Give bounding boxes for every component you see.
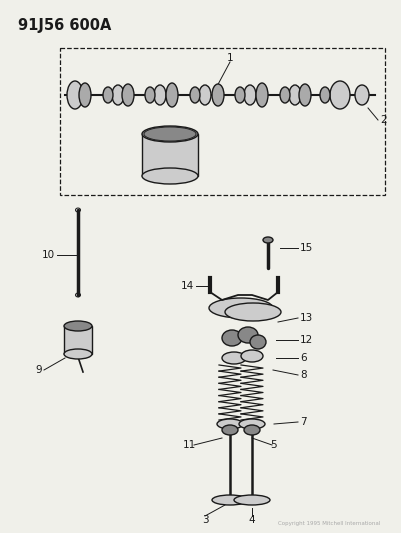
Ellipse shape: [225, 303, 280, 321]
Text: 7: 7: [299, 417, 306, 427]
Ellipse shape: [103, 87, 113, 103]
Ellipse shape: [145, 87, 155, 103]
Ellipse shape: [243, 85, 255, 105]
Ellipse shape: [221, 330, 241, 346]
Text: 2: 2: [379, 115, 386, 125]
Text: 9: 9: [35, 365, 42, 375]
Text: 8: 8: [299, 370, 306, 380]
Ellipse shape: [64, 321, 92, 331]
Ellipse shape: [142, 168, 198, 184]
Text: 3: 3: [201, 515, 208, 525]
Ellipse shape: [354, 85, 368, 105]
Ellipse shape: [243, 425, 259, 435]
Ellipse shape: [166, 83, 178, 107]
Ellipse shape: [75, 293, 80, 297]
Ellipse shape: [64, 349, 92, 359]
Ellipse shape: [122, 84, 134, 106]
Ellipse shape: [241, 350, 262, 362]
Ellipse shape: [209, 298, 272, 318]
Ellipse shape: [319, 87, 329, 103]
Text: 12: 12: [299, 335, 312, 345]
Ellipse shape: [237, 327, 257, 343]
Ellipse shape: [221, 425, 237, 435]
Ellipse shape: [142, 126, 198, 142]
Ellipse shape: [249, 335, 265, 349]
Text: 1: 1: [226, 53, 233, 63]
Ellipse shape: [233, 495, 269, 505]
Text: 91J56 600A: 91J56 600A: [18, 18, 111, 33]
Text: 13: 13: [299, 313, 312, 323]
Text: 5: 5: [269, 440, 276, 450]
Ellipse shape: [67, 81, 83, 109]
Ellipse shape: [112, 85, 124, 105]
Ellipse shape: [221, 352, 245, 364]
Text: 6: 6: [299, 353, 306, 363]
Ellipse shape: [75, 208, 80, 212]
Text: 4: 4: [248, 515, 255, 525]
Text: 11: 11: [182, 440, 196, 450]
Ellipse shape: [288, 85, 300, 105]
Bar: [60, 48, 384, 195]
Ellipse shape: [217, 419, 242, 429]
Ellipse shape: [211, 495, 247, 505]
Ellipse shape: [79, 83, 91, 107]
Ellipse shape: [329, 81, 349, 109]
Bar: [142, 134, 198, 176]
Ellipse shape: [239, 419, 264, 429]
Text: Copyright 1995 Mitchell International: Copyright 1995 Mitchell International: [277, 521, 379, 526]
Ellipse shape: [211, 84, 223, 106]
Ellipse shape: [279, 87, 289, 103]
Ellipse shape: [298, 84, 310, 106]
Ellipse shape: [154, 85, 166, 105]
Ellipse shape: [255, 83, 267, 107]
Ellipse shape: [235, 87, 244, 103]
Ellipse shape: [190, 87, 200, 103]
Ellipse shape: [198, 85, 211, 105]
Bar: [64, 326, 92, 354]
Text: 10: 10: [42, 250, 55, 260]
Text: 14: 14: [180, 281, 194, 291]
Ellipse shape: [262, 237, 272, 243]
Text: 15: 15: [299, 243, 312, 253]
